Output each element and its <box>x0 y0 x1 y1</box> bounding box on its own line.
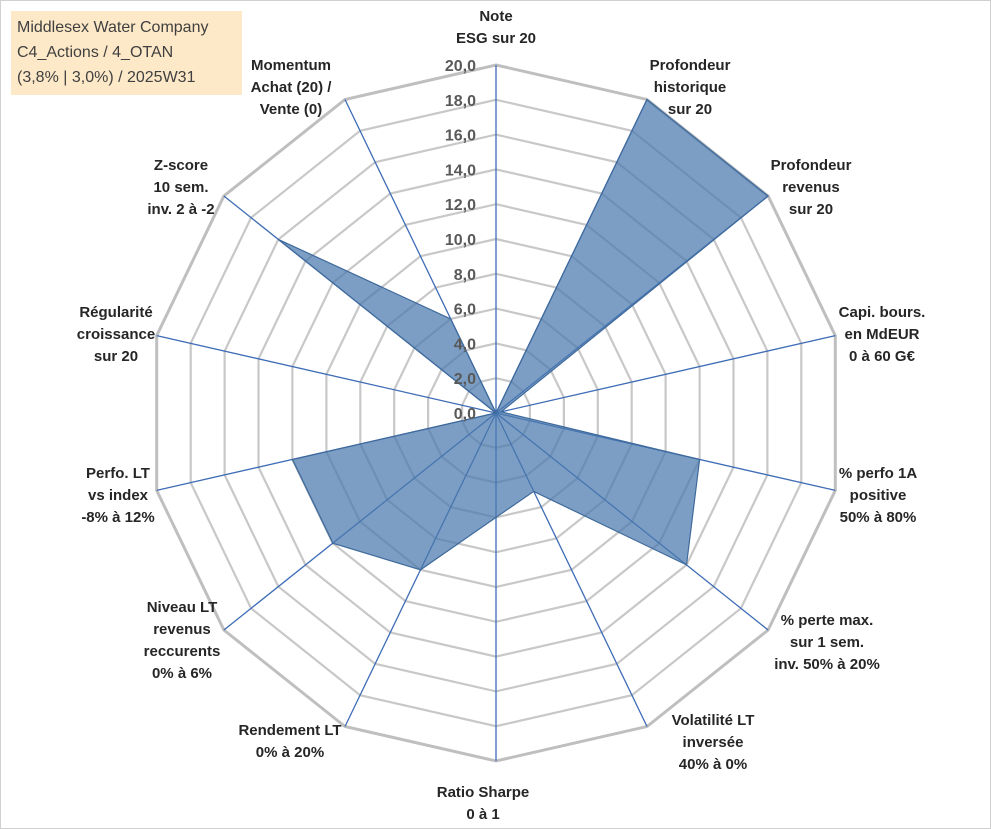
axis-label-line: 0 à 1 <box>466 806 499 823</box>
tick-label: 8,0 <box>454 267 476 284</box>
axis-label-line: -8% à 12% <box>81 509 154 526</box>
axis-label-line: reccurents <box>144 643 221 660</box>
tick-label: 14,0 <box>445 162 476 179</box>
axis-label-line: Profondeur <box>650 57 731 74</box>
axis-label-line: 0% à 20% <box>256 744 324 761</box>
radar-tick-labels: 0,0 2,0 4,0 6,0 8,0 10,0 12,0 14,0 16,0 18,0 20,0 <box>445 58 476 423</box>
axis-label-line: sur 20 <box>668 101 712 118</box>
axis-label: Z-score 10 sem. inv. 2 à -2 <box>147 157 214 218</box>
series-area <box>277 98 770 571</box>
axis-label-line: Momentum <box>251 57 331 74</box>
title-line-period: (3,8% | 3,0%) / 2025W31 <box>17 69 196 86</box>
tick-label: 0,0 <box>454 406 476 423</box>
axis-label: Niveau LT revenus reccurents 0% à 6% <box>144 599 221 682</box>
axis-spoke <box>495 334 836 414</box>
axis-label: Profondeur historique sur 20 <box>650 57 731 118</box>
tick-label: 16,0 <box>445 128 476 145</box>
axis-label: Volatilité LT inversée 40% à 0% <box>672 712 755 773</box>
axis-label-line: 50% à 80% <box>840 509 917 526</box>
axis-label-line: 0 à 60 G€ <box>849 348 916 365</box>
axis-label-line: Profondeur <box>771 157 852 174</box>
tick-label: 10,0 <box>445 232 476 249</box>
axis-label-line: Niveau LT <box>147 599 218 616</box>
axis-label-line: sur 20 <box>789 201 833 218</box>
radar-series <box>277 98 770 571</box>
title-line-category: C4_Actions / 4_OTAN <box>17 44 174 61</box>
axis-label-line: % perte max. <box>781 612 874 629</box>
tick-label: 4,0 <box>454 336 476 353</box>
tick-label: 2,0 <box>454 371 476 388</box>
axis-label-line: inv. 50% à 20% <box>774 656 880 673</box>
axis-label: % perte max. sur 1 sem. inv. 50% à 20% <box>774 612 880 673</box>
axis-label: Capi. bours. en MdEUR 0 à 60 G€ <box>839 304 926 365</box>
tick-label: 12,0 <box>445 197 476 214</box>
axis-label-line: sur 20 <box>94 348 138 365</box>
axis-label-line: Ratio Sharpe <box>437 784 530 801</box>
tick-label: 18,0 <box>445 93 476 110</box>
axis-label-line: inversée <box>683 734 744 751</box>
chart-title-box: Middlesex Water Company C4_Actions / 4_O… <box>11 11 242 95</box>
axis-label-line: croissance <box>77 326 155 343</box>
axis-label-line: sur 1 sem. <box>790 634 864 651</box>
axis-label: % perfo 1A positive 50% à 80% <box>839 465 918 526</box>
axis-label: Note ESG sur 20 <box>456 8 536 47</box>
axis-label: Ratio Sharpe 0 à 1 <box>437 784 530 823</box>
tick-label: 20,0 <box>445 58 476 75</box>
axis-label-line: Achat (20) / <box>251 79 333 96</box>
axis-label-line: % perfo 1A <box>839 465 918 482</box>
axis-label-line: Capi. bours. <box>839 304 926 321</box>
axis-label-line: historique <box>654 79 727 96</box>
title-line-company: Middlesex Water Company <box>17 19 209 36</box>
axis-label: Momentum Achat (20) / Vente (0) <box>251 57 333 118</box>
axis-label-line: Note <box>479 8 512 25</box>
axis-label-line: inv. 2 à -2 <box>147 201 214 218</box>
axis-spoke <box>156 334 497 414</box>
axis-label-line: vs index <box>88 487 149 504</box>
radar-axis-labels: Note ESG sur 20 Profondeur historique sur 20… <box>77 8 926 823</box>
axis-label-line: 40% à 0% <box>679 756 747 773</box>
axis-label-line: Rendement LT <box>238 722 341 739</box>
axis-label: Rendement LT 0% à 20% <box>238 722 341 761</box>
axis-label-line: Perfo. LT <box>86 465 150 482</box>
axis-label: Perfo. LT vs index -8% à 12% <box>81 465 154 526</box>
axis-label-line: Régularité <box>79 304 152 321</box>
axis-label-line: revenus <box>782 179 840 196</box>
axis-label: Régularité croissance sur 20 <box>77 304 155 365</box>
axis-label-line: positive <box>850 487 907 504</box>
axis-label-line: en MdEUR <box>845 326 920 343</box>
axis-label-line: 0% à 6% <box>152 665 212 682</box>
axis-label: Profondeur revenus sur 20 <box>771 157 852 218</box>
axis-label-line: Volatilité LT <box>672 712 755 729</box>
axis-label-line: Vente (0) <box>260 101 323 118</box>
axis-label-line: 10 sem. <box>153 179 208 196</box>
axis-label-line: Z-score <box>154 157 208 174</box>
axis-label-line: ESG sur 20 <box>456 30 536 47</box>
axis-label-line: revenus <box>153 621 211 638</box>
tick-label: 6,0 <box>454 302 476 319</box>
